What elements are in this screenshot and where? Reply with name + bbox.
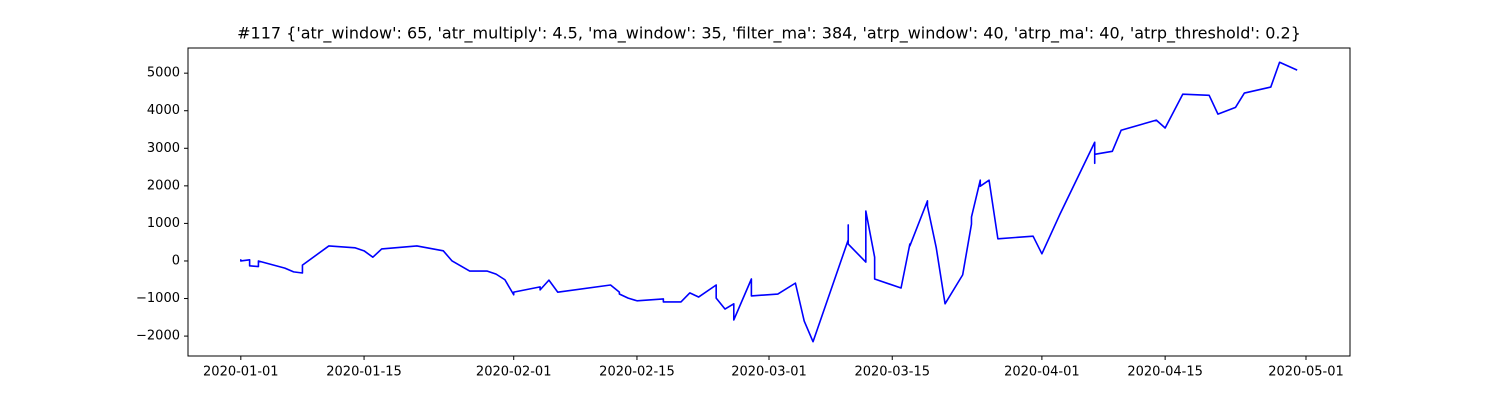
y-tick-label: −1000: [136, 291, 180, 306]
x-tick-label: 2020-01-15: [326, 365, 402, 380]
x-tick-label: 2020-03-15: [854, 365, 930, 380]
y-tick-label: 5000: [147, 66, 180, 81]
data-line: [240, 61, 1298, 343]
y-tick-label: 4000: [147, 103, 180, 118]
y-tick-label: 3000: [147, 141, 180, 156]
y-tick-label: −2000: [136, 329, 180, 344]
x-tick-label: 2020-02-15: [599, 365, 675, 380]
x-tick-label: 2020-01-01: [203, 365, 279, 380]
x-tick-label: 2020-04-15: [1127, 365, 1203, 380]
y-tick-label: 1000: [147, 216, 180, 231]
axes-frame: [187, 47, 1351, 357]
x-tick-label: 2020-04-01: [1004, 365, 1080, 380]
y-tick-label: 2000: [147, 178, 180, 193]
chart-title: #117 {'atr_window': 65, 'atr_multiply': …: [237, 24, 1301, 44]
x-tick-label: 2020-03-01: [731, 365, 807, 380]
x-tick-label: 2020-05-01: [1268, 365, 1344, 380]
x-tick-label: 2020-02-01: [476, 365, 552, 380]
y-tick-label: 0: [172, 253, 180, 268]
